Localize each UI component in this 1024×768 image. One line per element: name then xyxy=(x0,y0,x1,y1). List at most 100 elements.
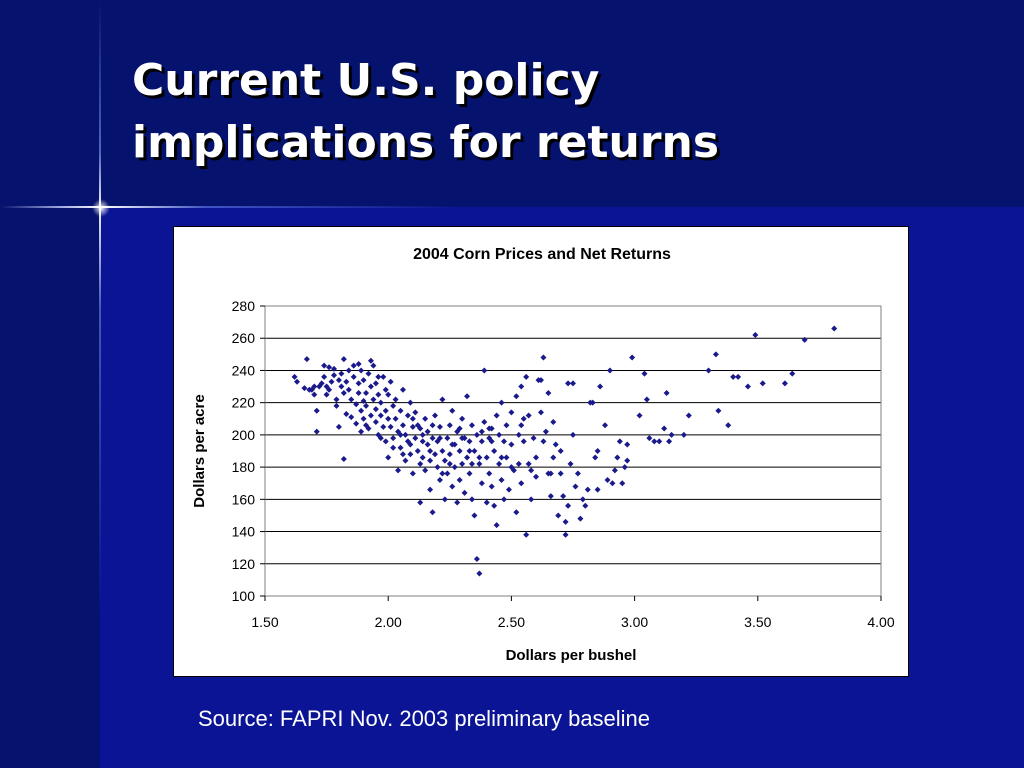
data-point-288 xyxy=(363,422,370,429)
data-point-87 xyxy=(407,451,414,458)
data-point-212 xyxy=(584,486,591,493)
data-point-189 xyxy=(540,438,547,445)
data-point-115 xyxy=(441,496,448,503)
axis-ticks: 100 120 140 160 180 200 220 240 260 280 1.50 2.00 2.… xyxy=(232,298,895,630)
data-point-285 xyxy=(486,425,493,432)
data-point-37 xyxy=(353,420,360,427)
data-point-204 xyxy=(567,460,574,467)
data-point-195 xyxy=(550,454,557,461)
data-point-147 xyxy=(481,419,488,425)
data-point-77 xyxy=(395,428,402,435)
data-point-95 xyxy=(417,499,424,506)
data-point-277 xyxy=(557,448,564,454)
data-point-31 xyxy=(345,386,352,393)
data-point-121 xyxy=(449,407,456,414)
data-point-67 xyxy=(385,415,392,422)
data-point-52 xyxy=(367,412,374,419)
data-point-73 xyxy=(390,435,397,442)
data-point-230 xyxy=(629,354,636,361)
data-point-16 xyxy=(328,378,335,385)
data-point-78 xyxy=(397,407,404,414)
data-point-176 xyxy=(520,415,527,422)
data-point-28 xyxy=(343,378,350,385)
data-point-227 xyxy=(621,464,628,471)
data-point-257 xyxy=(318,380,325,387)
slide-title: Current U.S. policy implications for ret… xyxy=(132,55,720,168)
data-point-60 xyxy=(377,399,384,406)
data-point-26 xyxy=(340,390,347,396)
data-point-110 xyxy=(436,423,443,430)
data-point-8 xyxy=(313,428,320,435)
data-point-179 xyxy=(523,373,530,380)
data-point-185 xyxy=(533,473,540,480)
data-point-132 xyxy=(464,454,471,461)
data-point-236 xyxy=(656,438,663,445)
data-point-125 xyxy=(454,499,461,506)
data-point-129 xyxy=(459,460,466,467)
data-point-43 xyxy=(360,377,367,384)
data-point-74 xyxy=(392,396,399,403)
data-point-140 xyxy=(473,431,480,438)
data-point-237 xyxy=(661,425,668,432)
data-point-258 xyxy=(355,361,362,367)
data-point-266 xyxy=(449,441,456,448)
data-point-57 xyxy=(372,380,379,387)
y-tick-label-0: 100 xyxy=(232,588,256,604)
data-point-215 xyxy=(592,454,599,461)
y-axis-label: Dollars per acre xyxy=(191,394,208,507)
decorative-horizontal-line xyxy=(0,206,1024,208)
data-point-178 xyxy=(523,531,530,538)
data-point-113 xyxy=(439,396,446,403)
data-point-86 xyxy=(407,399,414,406)
data-point-274 xyxy=(528,467,535,474)
data-point-84 xyxy=(404,412,411,419)
data-point-276 xyxy=(547,470,554,477)
y-tick-label-8: 260 xyxy=(232,330,256,346)
data-point-170 xyxy=(513,393,520,400)
data-point-155 xyxy=(491,502,498,509)
data-point-252 xyxy=(781,380,788,387)
y-tick-label-5: 200 xyxy=(232,427,256,443)
x-tick-label-4: 3.50 xyxy=(744,614,771,630)
data-point-244 xyxy=(712,351,719,358)
data-point-238 xyxy=(663,390,670,396)
data-point-180 xyxy=(525,460,532,467)
data-point-270 xyxy=(488,438,495,445)
scatter-chart: 2004 Corn Prices and Net Returns 1001201… xyxy=(191,246,895,664)
data-point-232 xyxy=(641,370,648,377)
data-point-217 xyxy=(594,486,601,493)
data-point-138 xyxy=(471,448,478,454)
data-point-20 xyxy=(333,402,340,409)
data-point-174 xyxy=(518,383,525,390)
data-point-271 xyxy=(498,454,505,461)
data-point-111 xyxy=(436,477,443,483)
data-point-248 xyxy=(735,373,742,380)
data-point-183 xyxy=(530,435,537,442)
data-point-268 xyxy=(468,460,475,467)
data-point-163 xyxy=(501,438,508,445)
data-point-133 xyxy=(464,393,471,400)
data-point-61 xyxy=(377,412,384,419)
plot-area-frame xyxy=(264,305,882,597)
data-point-182 xyxy=(528,496,535,503)
data-point-97 xyxy=(419,454,426,461)
data-point-81 xyxy=(399,386,406,393)
data-point-106 xyxy=(432,451,439,458)
data-point-136 xyxy=(468,422,475,429)
data-point-154 xyxy=(491,448,498,454)
data-point-68 xyxy=(385,391,392,398)
data-point-127 xyxy=(456,477,463,483)
data-point-272 xyxy=(508,464,515,471)
data-point-143 xyxy=(476,570,483,577)
data-point-11 xyxy=(321,362,328,369)
data-point-201 xyxy=(562,518,569,525)
data-point-223 xyxy=(611,467,618,474)
data-point-181 xyxy=(525,412,532,419)
data-point-157 xyxy=(493,522,500,529)
data-point-14 xyxy=(326,364,333,371)
data-point-153 xyxy=(488,483,495,490)
data-point-149 xyxy=(483,499,490,506)
data-point-289 xyxy=(377,435,384,442)
data-point-45 xyxy=(360,415,367,422)
data-point-63 xyxy=(380,423,387,430)
